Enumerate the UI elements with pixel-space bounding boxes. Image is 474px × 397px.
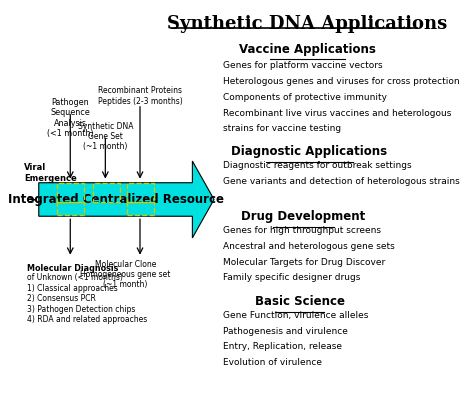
Text: Gene Function, virulence alleles: Gene Function, virulence alleles — [223, 311, 368, 320]
Polygon shape — [39, 161, 214, 238]
Text: Pathogenesis and virulence: Pathogenesis and virulence — [223, 327, 347, 335]
Text: Recombinant Proteins
Peptides (2-3 months): Recombinant Proteins Peptides (2-3 month… — [98, 86, 182, 106]
Text: Viral
Emergence: Viral Emergence — [24, 163, 77, 183]
Text: Molecular Diagnosis: Molecular Diagnosis — [27, 264, 118, 273]
Text: Components of protective immunity: Components of protective immunity — [223, 93, 387, 102]
Text: Genes for platform vaccine vectors: Genes for platform vaccine vectors — [223, 61, 383, 70]
Text: Diagnostic reagents for outbreak settings: Diagnostic reagents for outbreak setting… — [223, 161, 411, 170]
Text: Genes for high throughput screens: Genes for high throughput screens — [223, 226, 381, 235]
Text: Synthetic DNA Applications: Synthetic DNA Applications — [167, 15, 447, 33]
Text: Entry, Replication, release: Entry, Replication, release — [223, 342, 342, 351]
Text: Integrated Centralized Resource: Integrated Centralized Resource — [8, 193, 224, 206]
Text: Evolution of virulence: Evolution of virulence — [223, 358, 322, 367]
Text: Heterologous genes and viruses for cross protection: Heterologous genes and viruses for cross… — [223, 77, 459, 86]
Text: Molecular Clone
Homogeneous gene set
(~1 month): Molecular Clone Homogeneous gene set (~1… — [80, 260, 171, 289]
Text: Recombinant live virus vaccines and heterologous: Recombinant live virus vaccines and hete… — [223, 109, 451, 118]
Text: Family specific designer drugs: Family specific designer drugs — [223, 274, 360, 282]
Text: strains for vaccine testing: strains for vaccine testing — [223, 124, 341, 133]
Text: Basic Science: Basic Science — [255, 295, 345, 308]
Text: Ancestral and heterologous gene sets: Ancestral and heterologous gene sets — [223, 242, 394, 251]
Text: Vaccine Applications: Vaccine Applications — [239, 43, 376, 56]
Text: Synthetic DNA
Gene Set
(~1 month): Synthetic DNA Gene Set (~1 month) — [78, 121, 133, 151]
Text: Drug Development: Drug Development — [241, 210, 365, 224]
Text: Diagnostic Applications: Diagnostic Applications — [231, 145, 387, 158]
Text: Molecular Targets for Drug Discover: Molecular Targets for Drug Discover — [223, 258, 385, 267]
Text: of Unknown (<1 months)
1) Classical approaches
2) Consensus PCR
3) Pathogen Dete: of Unknown (<1 months) 1) Classical appr… — [27, 274, 147, 324]
Text: Pathogen
Sequence
Analysis
(<1 month): Pathogen Sequence Analysis (<1 month) — [47, 98, 93, 138]
Text: Gene variants and detection of heterologous strains: Gene variants and detection of heterolog… — [223, 177, 459, 186]
